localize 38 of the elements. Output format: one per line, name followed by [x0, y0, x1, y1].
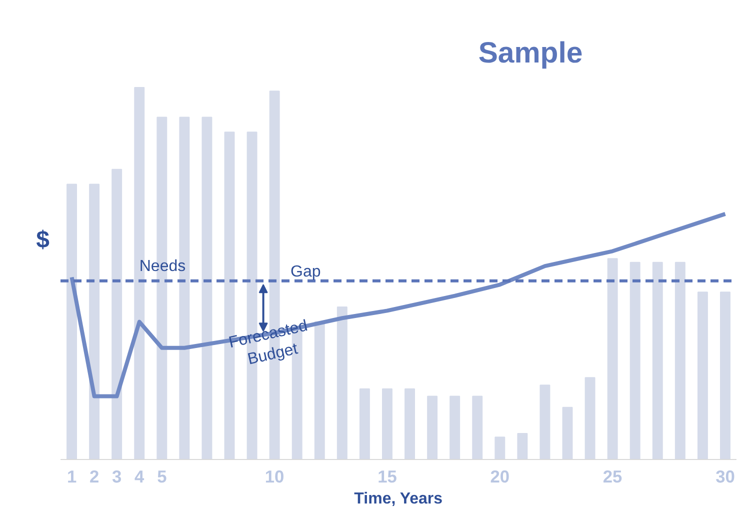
bar [517, 432, 528, 460]
bar [674, 262, 686, 460]
bar [66, 184, 77, 460]
bar [494, 436, 506, 460]
bar [697, 292, 708, 460]
bar [720, 292, 730, 460]
bar [607, 258, 618, 460]
bar [584, 377, 596, 460]
bar [336, 306, 348, 460]
bar [652, 262, 663, 460]
bar [427, 396, 438, 460]
annotation: Gap [290, 264, 321, 280]
bar [472, 396, 483, 460]
bar [630, 262, 640, 460]
bar [404, 388, 415, 460]
x-tick-label: 2 [89, 466, 100, 486]
bar [382, 388, 392, 460]
bar [112, 168, 122, 460]
bar [359, 388, 370, 460]
x-tick-label: 25 [602, 466, 623, 486]
x-tick-label: 1 [66, 466, 77, 486]
x-axis-title: Time, Years [354, 490, 443, 508]
y-axis-title: $ [36, 226, 50, 254]
text: Sample [478, 36, 583, 70]
x-tick-label: 20 [490, 466, 510, 486]
x-tick-label: 3 [112, 466, 122, 486]
bar [89, 184, 100, 460]
x-tick-label: 5 [157, 466, 168, 486]
ref-line-label: Needs [139, 258, 186, 275]
bar [314, 321, 325, 460]
bar [450, 396, 460, 460]
x-tick-label: 4 [134, 466, 145, 486]
bar [202, 116, 212, 460]
bar [562, 406, 573, 460]
bar [540, 384, 550, 460]
x-tick-label: 30 [716, 466, 735, 486]
x-tick-label: 15 [378, 466, 398, 486]
x-tick-label: 10 [264, 466, 284, 486]
